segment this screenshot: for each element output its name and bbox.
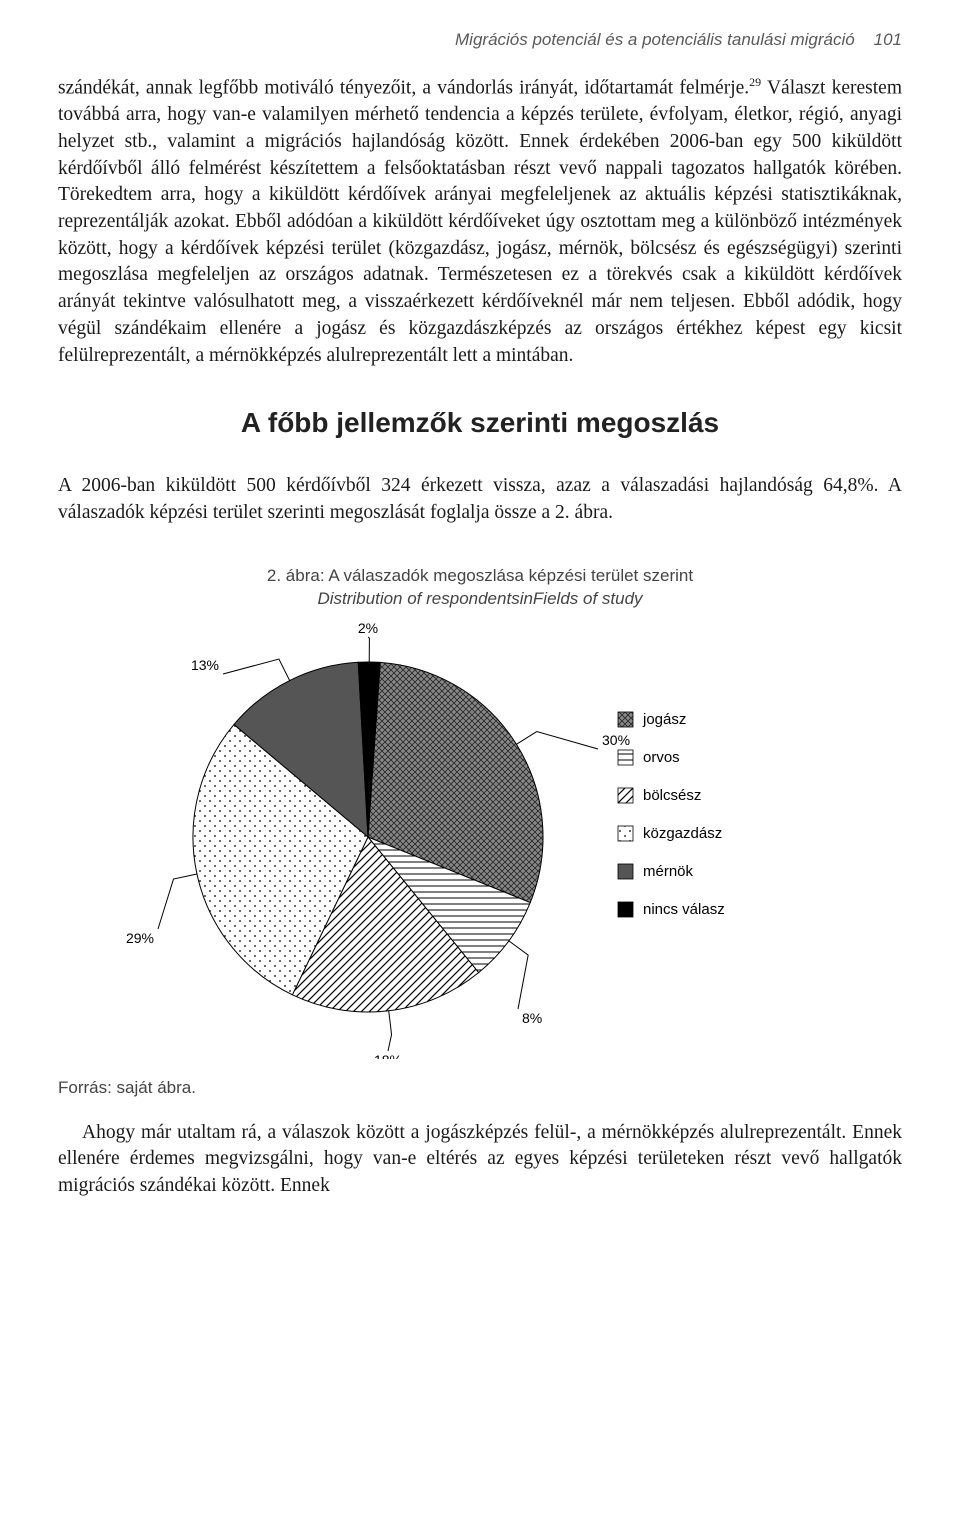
legend-swatch-jogász [618, 712, 633, 727]
paragraph-1: szándékát, annak legfőbb motiváló tényez… [58, 74, 902, 369]
running-title: Migrációs potenciál és a potenciális tan… [455, 30, 855, 49]
legend-label-jogász: jogász [642, 711, 686, 728]
legend-swatch-mérnök [618, 864, 633, 879]
pie-label-közgazdász: 29% [126, 930, 154, 946]
running-header: Migrációs potenciál és a potenciális tan… [58, 30, 902, 50]
legend-label-mérnök: mérnök [643, 863, 694, 880]
legend-label-bölcsész: bölcsész [643, 787, 701, 804]
section-title: A főbb jellemzők szerinti megoszlás [58, 407, 902, 439]
pie-label-nincs válasz: 2% [358, 620, 378, 636]
legend-label-orvos: orvos [643, 749, 680, 766]
legend-swatch-nincs válasz [618, 902, 633, 917]
legend-swatch-orvos [618, 750, 633, 765]
paragraph-1b: Választ kerestem továbbá arra, hogy van-… [58, 78, 902, 366]
source-note: Forrás: saját ábra. [58, 1078, 902, 1098]
legend-label-közgazdász: közgazdász [643, 825, 722, 842]
paragraph-3: Ahogy már utaltam rá, a válaszok között … [58, 1120, 902, 1200]
page-number: 101 [874, 30, 902, 49]
legend-swatch-bölcsész [618, 788, 633, 803]
pie-label-mérnök: 13% [191, 657, 219, 673]
pie-chart: 30% 8% 18% 29% 13% 2% jogász orvos bölcsész közga… [58, 619, 902, 1064]
pie-label-orvos: 8% [522, 1010, 542, 1026]
figure-caption-main: 2. ábra: A válaszadók megoszlása képzési… [267, 566, 693, 585]
paragraph-1a: szándékát, annak legfőbb motiváló tényez… [58, 78, 749, 99]
pie-label-jogász: 30% [602, 732, 630, 748]
pie-label-bölcsész: 18% [374, 1052, 402, 1059]
figure-caption-sub: Distribution of respondentsinFields of s… [58, 588, 902, 611]
legend-swatch-közgazdász [618, 826, 633, 841]
figure-caption: 2. ábra: A válaszadók megoszlása képzési… [58, 565, 902, 611]
legend-label-nincs válasz: nincs válasz [643, 901, 725, 918]
paragraph-2: A 2006-ban kiküldött 500 kérdőívből 324 … [58, 473, 902, 526]
footnote-marker: 29 [749, 75, 761, 89]
